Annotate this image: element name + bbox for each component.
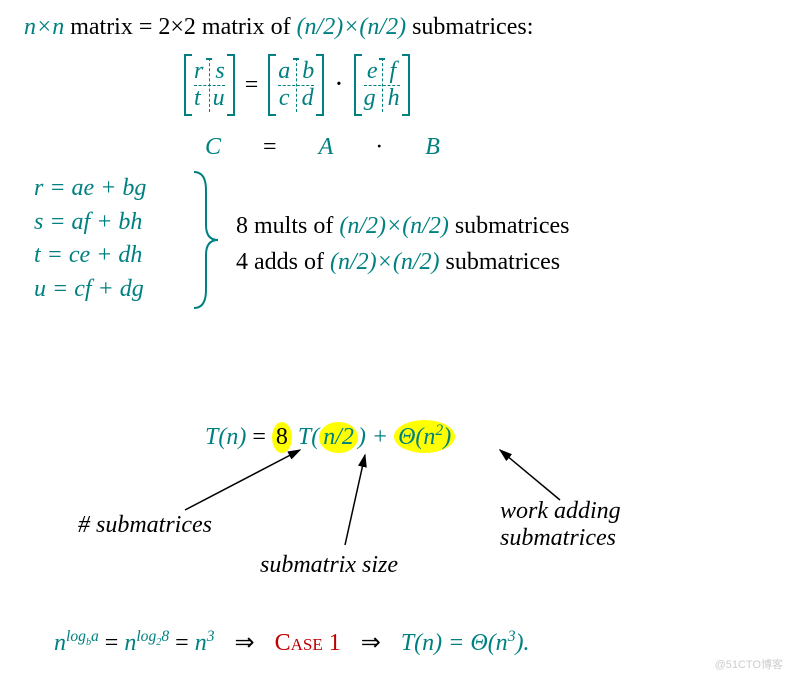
bl-Tn: T(n) = Θ(n: [401, 630, 508, 656]
watermark: @51CTO博客: [715, 656, 783, 672]
arrow-work: [500, 450, 560, 500]
bl-a: a: [91, 628, 99, 645]
bl-eight: 8: [161, 628, 169, 645]
bl-imp2: ⇒: [361, 630, 381, 656]
bl-n2: n: [124, 630, 136, 656]
bl-cube: 3: [207, 628, 215, 645]
bl-eq1: =: [105, 630, 125, 656]
bl-imp1: ⇒: [234, 630, 254, 656]
arrows: [0, 0, 789, 678]
bottom-line: nlogba = nlog28 = n3 ⇒ Case 1 ⇒ T(n) = Θ…: [54, 628, 529, 657]
bl-log1: log: [66, 628, 86, 645]
bl-log2: log: [136, 628, 156, 645]
arrow-subsize: [345, 455, 365, 545]
bl-log28: log28: [136, 628, 169, 645]
bl-logba: logba: [66, 628, 99, 645]
bl-close: ).: [515, 630, 529, 656]
bl-n3: n: [195, 630, 207, 656]
bl-eq2: =: [175, 630, 195, 656]
bl-case: Case 1: [275, 630, 341, 656]
bl-n1: n: [54, 630, 66, 656]
arrow-numsub: [185, 450, 300, 510]
